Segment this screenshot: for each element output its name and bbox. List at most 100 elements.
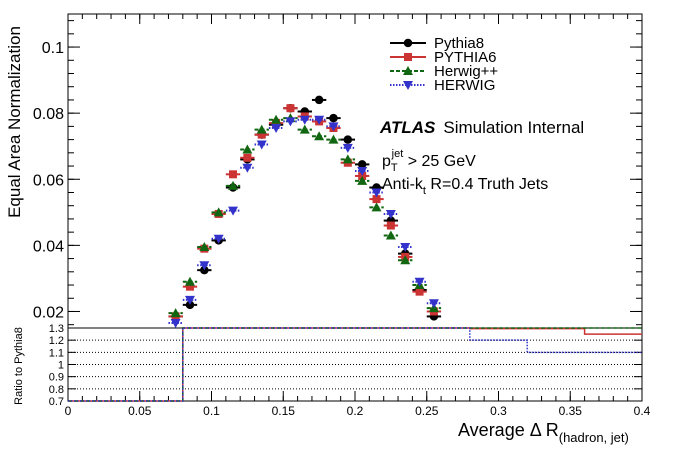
pt-superscript: jet [391, 148, 404, 160]
herwig-point [314, 115, 325, 125]
ratio-y-tick-label: 1 [58, 360, 64, 372]
herwigpp-point [213, 207, 224, 217]
x-tick-label: 0.35 [559, 404, 583, 418]
herwigpp-point [184, 276, 195, 286]
herwig-point [184, 295, 195, 305]
x-axis-title-subscript: (hadron, jet) [559, 430, 629, 445]
y-tick-label: 0.06 [33, 172, 64, 189]
herwigpp-point [371, 202, 382, 212]
pythia8-point [343, 135, 353, 144]
pt-cut-value: > 25 GeV [403, 153, 476, 170]
y-tick-label: 0.08 [33, 106, 64, 123]
herwig-point [228, 206, 239, 216]
pythia6-point [257, 130, 266, 139]
main-series-group [168, 95, 442, 329]
herwigpp-point [314, 131, 325, 141]
atlas-label: ATLAS Simulation Internal [379, 118, 584, 137]
pythia6-point [386, 221, 395, 230]
pt-subscript: T [391, 162, 398, 174]
y-tick-label: 0.02 [33, 304, 64, 321]
herwig-point [385, 209, 396, 219]
y-tick-label: 0.04 [33, 238, 64, 255]
legend-marker-pythia6 [404, 53, 412, 61]
pythia8-point [314, 95, 324, 105]
herwigpp-point [299, 124, 310, 134]
legend-marker-pythia8 [403, 38, 413, 48]
herwig-point [199, 261, 210, 271]
pythia8-point [357, 160, 367, 169]
y-tick-label: 0.1 [42, 40, 64, 57]
legend-marker-herwigpp [403, 66, 413, 75]
herwig-point [342, 143, 353, 153]
x-tick-label: 0.05 [128, 404, 152, 418]
herwigpp-point [199, 242, 210, 252]
x-tick-label: 0.25 [415, 404, 439, 418]
jet-algorithm-subscript: t [423, 185, 426, 197]
x-tick-label: 0.4 [634, 404, 651, 418]
herwig-point [170, 319, 181, 329]
ratio-y-tick-label: 0.9 [49, 372, 64, 384]
x-tick-label: 0.15 [272, 404, 296, 418]
herwigpp-point [357, 175, 368, 185]
legend-label-herwig: HERWIG [434, 77, 495, 94]
jet-algorithm-label: Anti-kt R=0.4 Truth Jets [382, 176, 548, 197]
ratio-step-herwigpp [68, 327, 642, 402]
herwigpp-point [242, 144, 253, 154]
pythia8-point [329, 113, 338, 123]
ratio-y-tick-label: 1.3 [49, 323, 64, 335]
ratio-y-axis: 0.70.80.911.11.21.3 [49, 323, 642, 408]
main-y-axis: 0.02 0.04 0.06 0.08 0.1 [33, 20, 642, 326]
herwig-point [428, 299, 439, 309]
herwigpp-point [342, 154, 353, 164]
legend-label-pythia6: PYTHIA6 [434, 49, 497, 66]
herwigpp-point [170, 308, 181, 318]
pythia6-point [372, 195, 381, 204]
ratio-y-tick-label: 1.2 [49, 335, 64, 347]
x-tick-label: 0.2 [347, 404, 364, 418]
herwig-point [299, 115, 310, 125]
herwig-point [328, 122, 339, 132]
jet-algorithm-rest: R=0.4 Truth Jets [426, 176, 548, 193]
ratio-y-axis-title: Ratio to Pythia8 [13, 327, 25, 405]
herwigpp-point [400, 255, 411, 265]
herwig-point [371, 188, 382, 198]
legend-label-pythia8: Pythia8 [434, 35, 484, 52]
pt-cut-label: pTjet > 25 GeV [382, 148, 476, 174]
legend-marker-herwig [403, 81, 413, 90]
ratio-y-tick-label: 1.1 [49, 347, 64, 359]
herwigpp-point [228, 180, 239, 190]
x-axis-title-main: Average Δ R [458, 420, 559, 440]
main-y-axis-title: Equal Area Normalization [5, 26, 24, 218]
herwigpp-point [328, 134, 339, 144]
ratio-y-tick-label: 0.7 [49, 396, 64, 408]
ratio-y-tick-label: 0.8 [49, 384, 64, 396]
x-tick-label: 0.3 [490, 404, 507, 418]
herwig-point [400, 243, 411, 253]
herwig-point [256, 140, 267, 150]
herwig-point [271, 124, 282, 134]
pythia6-point [229, 170, 238, 179]
ratio-step-herwig [68, 327, 642, 402]
x-axis: 0 0.05 0.1 0.15 0.2 0.25 0.3 0.35 0.4 [65, 14, 651, 418]
herwigpp-point [385, 230, 396, 240]
herwig-point [414, 277, 425, 287]
x-tick-label: 0.1 [203, 404, 220, 418]
herwig-point [213, 234, 224, 244]
pythia6-point [286, 104, 295, 113]
herwig-point [242, 163, 253, 173]
pythia6-point [415, 287, 424, 296]
pt-symbol: p [382, 153, 391, 170]
pythia6-point [185, 282, 194, 291]
atlas-label-suffix: Simulation Internal [443, 118, 584, 137]
herwigpp-point [271, 114, 282, 124]
atlas-label-bold: ATLAS [379, 118, 436, 137]
x-axis-title: Average Δ R(hadron, jet) [458, 420, 629, 445]
herwigpp-point [256, 124, 267, 134]
legend-label-herwigpp: Herwig++ [434, 63, 498, 80]
jet-algorithm-prefix: Anti-k [382, 176, 424, 193]
herwig-point [285, 117, 296, 127]
herwig-point [357, 167, 368, 176]
